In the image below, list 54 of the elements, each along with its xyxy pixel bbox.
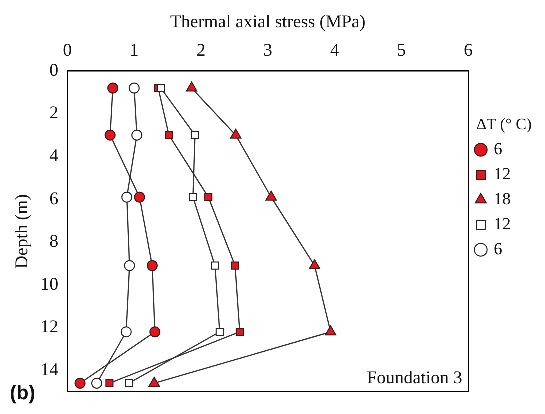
point xyxy=(216,328,224,336)
point xyxy=(122,192,133,203)
point xyxy=(189,193,198,202)
point xyxy=(186,82,198,92)
point xyxy=(106,379,114,388)
x-axis-title: Thermal axial stress (MPa) xyxy=(170,12,366,32)
y-tick-label: 12 xyxy=(40,316,59,337)
x-tick-label: 1 xyxy=(130,40,139,60)
legend-label: 6 xyxy=(494,139,502,158)
point xyxy=(128,82,140,94)
point xyxy=(92,378,102,389)
point xyxy=(211,262,220,270)
point xyxy=(191,131,200,140)
point xyxy=(157,84,166,92)
point xyxy=(150,326,161,338)
point xyxy=(134,192,146,203)
annotation: Foundation 3 xyxy=(366,368,462,388)
y-tick-label: 10 xyxy=(40,274,59,294)
point xyxy=(108,82,119,94)
y-tick-label: 14 xyxy=(40,359,59,380)
point xyxy=(236,328,244,336)
point xyxy=(231,262,240,270)
legend-title: ΔT (° C) xyxy=(476,116,532,134)
x-tick-label: 4 xyxy=(330,40,340,60)
x-tick-label: 6 xyxy=(464,40,473,60)
y-axis-title: Depth (m) xyxy=(12,194,32,269)
legend-label: 12 xyxy=(494,214,511,234)
point xyxy=(325,326,337,336)
text: (b) xyxy=(10,382,36,405)
y-tick-label: 6 xyxy=(50,188,59,208)
point xyxy=(125,379,134,388)
point xyxy=(309,259,321,270)
legend-label: 12 xyxy=(494,164,511,184)
x-tick-label: 3 xyxy=(264,40,273,60)
point xyxy=(74,378,86,389)
point xyxy=(148,376,160,387)
point xyxy=(230,128,242,139)
y-tick-label: 8 xyxy=(50,231,59,252)
y-tick-label: 4 xyxy=(50,145,59,166)
point xyxy=(204,193,213,202)
y-tick-label: 2 xyxy=(50,102,59,123)
legend-label: 18 xyxy=(494,189,511,208)
point xyxy=(266,190,278,201)
y-tick-label: 0 xyxy=(50,60,59,80)
x-tick-label: 5 xyxy=(397,40,406,60)
point xyxy=(132,130,143,141)
point xyxy=(120,326,132,338)
point xyxy=(104,130,116,141)
x-tick-label: 0 xyxy=(63,40,72,60)
x-tick-label: 2 xyxy=(196,40,206,60)
point xyxy=(124,260,136,272)
legend-label: 6 xyxy=(494,239,502,258)
point xyxy=(165,131,174,140)
point xyxy=(146,260,158,272)
